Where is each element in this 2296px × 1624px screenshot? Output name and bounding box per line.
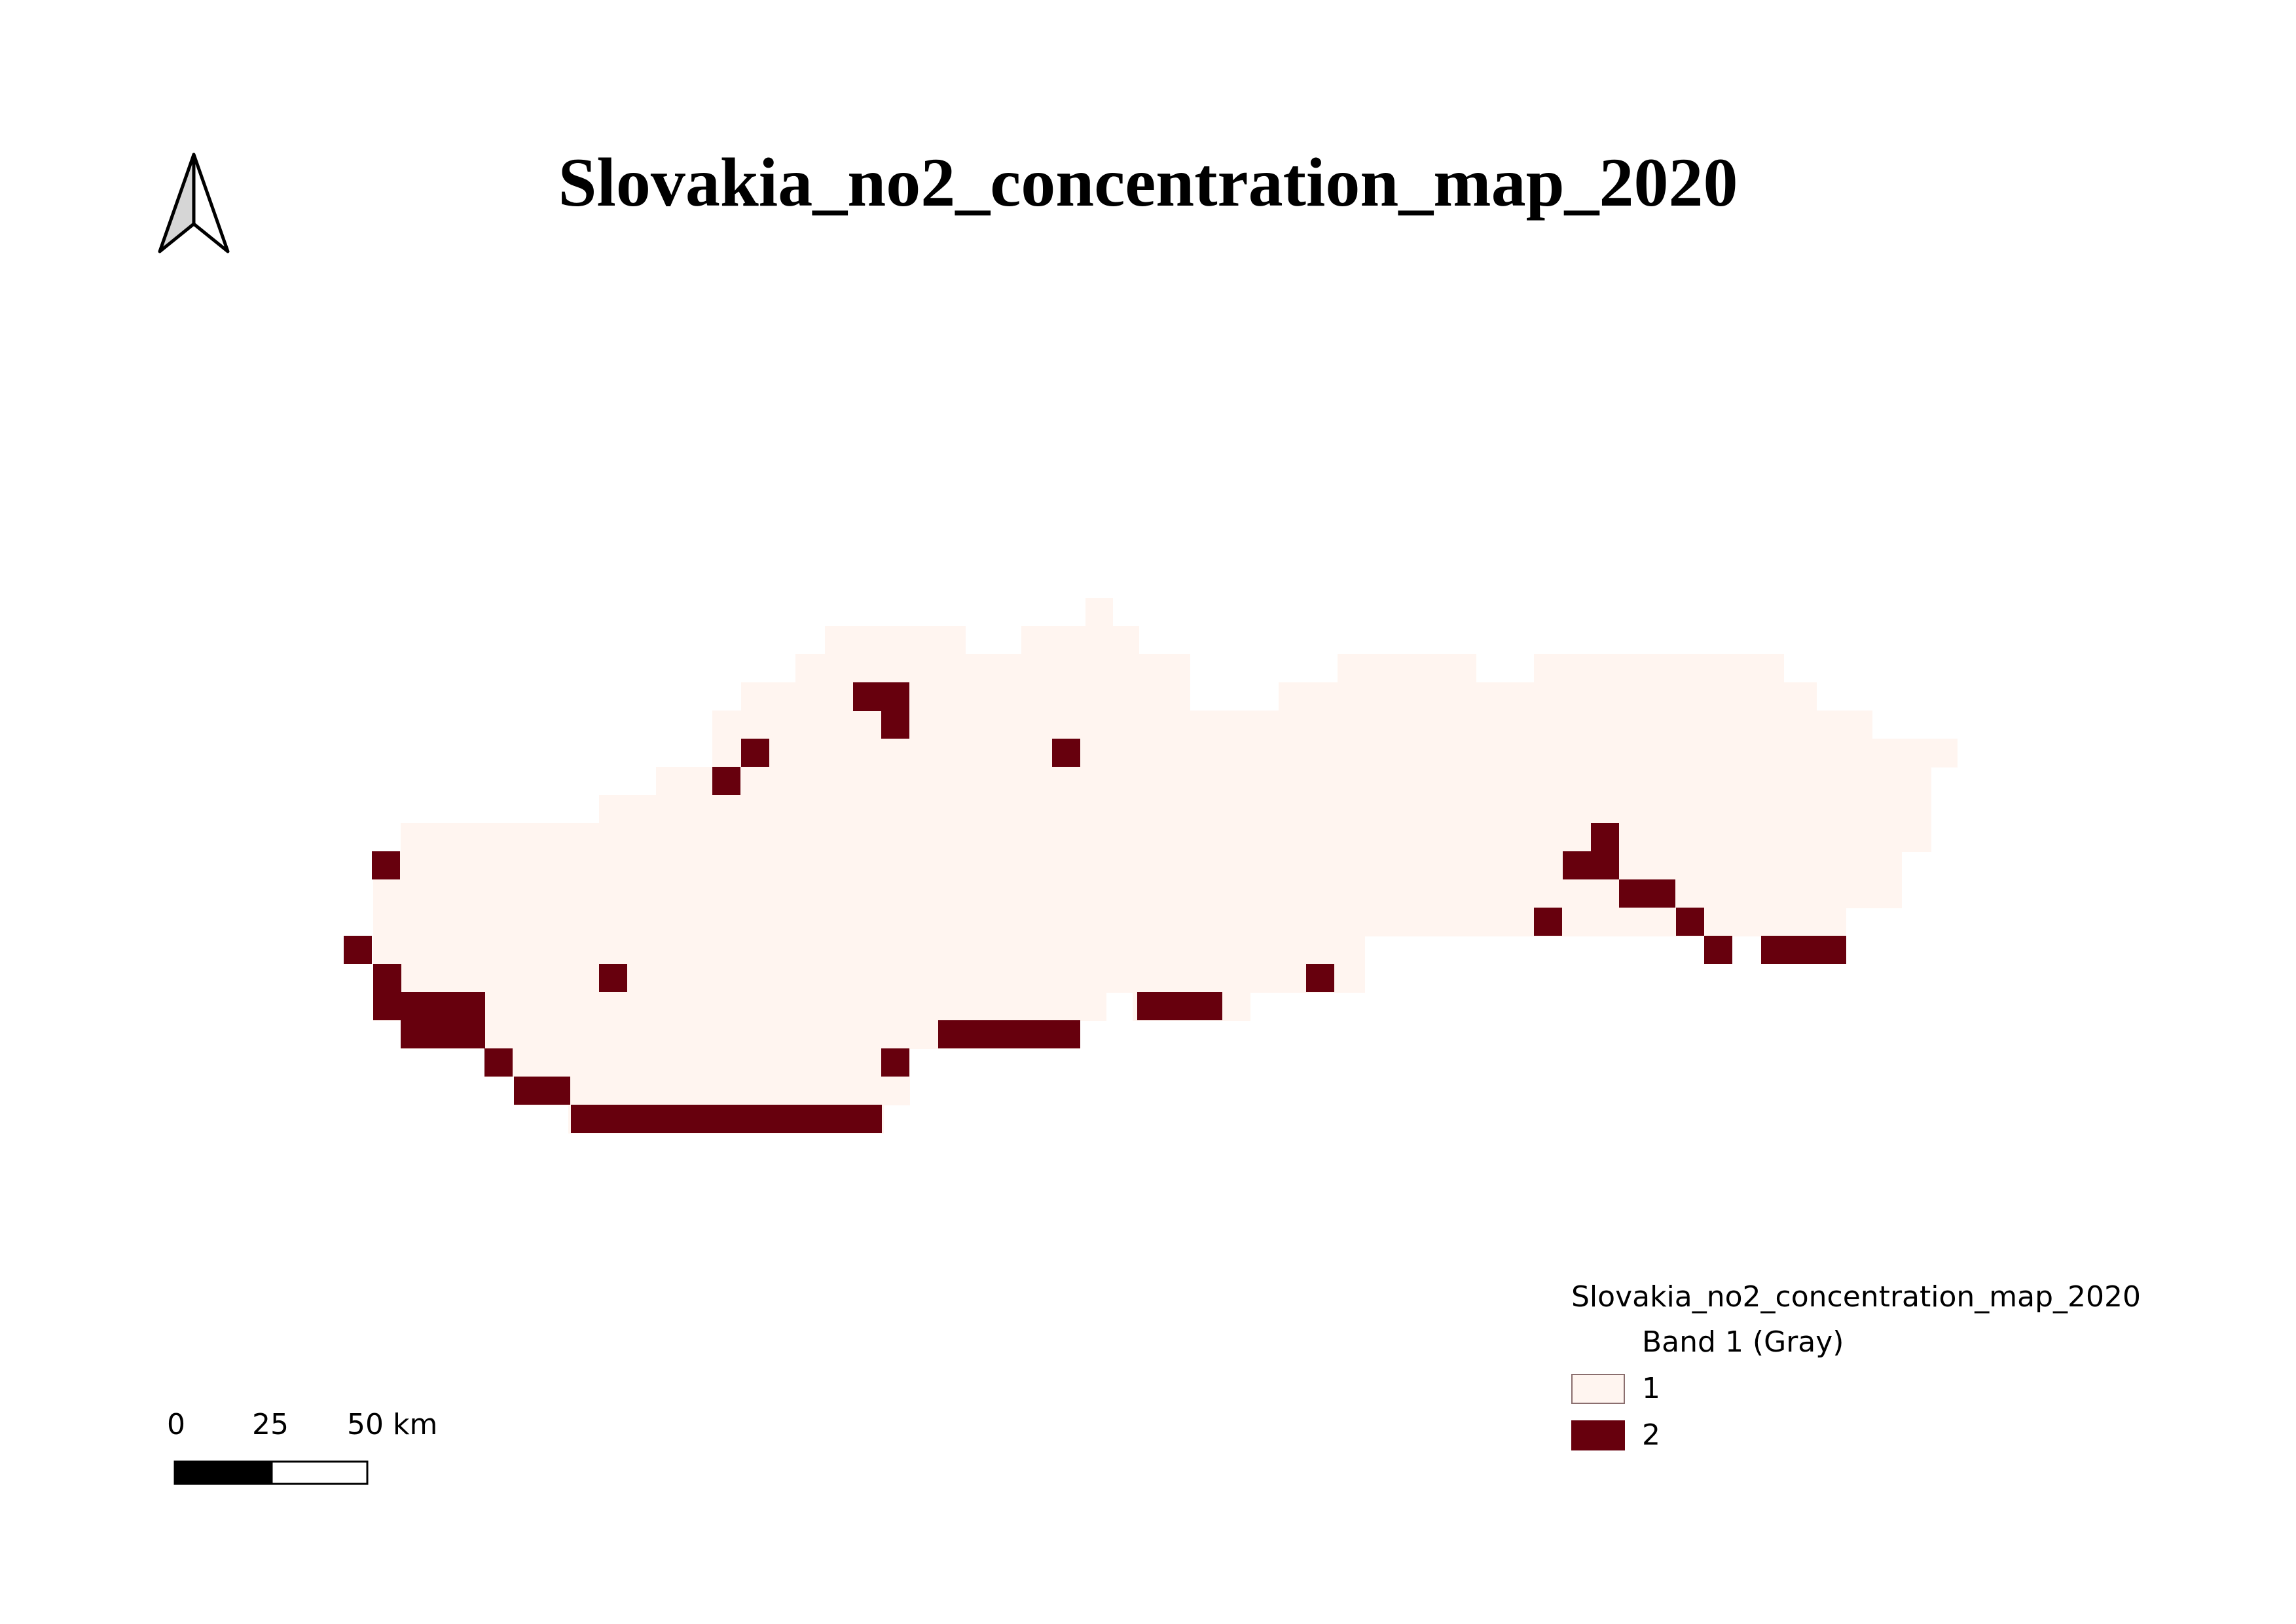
raster-cell-class-1 bbox=[1085, 598, 1113, 627]
raster-cell-class-2 bbox=[1306, 964, 1334, 992]
raster-cell-class-2 bbox=[599, 964, 627, 992]
raster-cell-class-2 bbox=[344, 936, 372, 964]
raster-cell-class-2 bbox=[1591, 823, 1619, 851]
raster-cell-class-1 bbox=[741, 682, 1190, 711]
raster-cell-class-2 bbox=[571, 1105, 882, 1133]
raster-cell-class-1 bbox=[514, 1077, 910, 1105]
raster-cell-class-1 bbox=[712, 739, 1958, 767]
legend-label-2: 2 bbox=[1642, 1418, 1660, 1452]
legend-title: Slovakia_no2_concentration_map_2020 bbox=[1571, 1280, 2141, 1314]
north-arrow-icon bbox=[155, 152, 233, 257]
no2-raster-layer bbox=[344, 598, 1958, 1134]
raster-cell-class-1 bbox=[401, 823, 1931, 852]
raster-cell-class-2 bbox=[1563, 851, 1619, 879]
raster-cell-class-1 bbox=[795, 654, 1190, 683]
raster-cell-class-2 bbox=[1704, 936, 1732, 964]
scale-label-0: 0 bbox=[167, 1408, 185, 1441]
legend-band-label: Band 1 (Gray) bbox=[1642, 1325, 1844, 1359]
raster-cell-class-2 bbox=[1619, 879, 1675, 908]
raster-cell-class-2 bbox=[881, 710, 909, 739]
raster-cell-class-1 bbox=[656, 767, 1931, 796]
raster-cell-class-1 bbox=[484, 1048, 910, 1077]
raster-cell-class-2 bbox=[1137, 992, 1222, 1020]
raster-cell-class-2 bbox=[881, 1048, 909, 1077]
raster-cell-class-2 bbox=[741, 739, 769, 767]
legend-item-1: 1 bbox=[1571, 1372, 2141, 1405]
scale-label-25: 25 bbox=[252, 1408, 289, 1441]
legend: Slovakia_no2_concentration_map_2020 Band… bbox=[1571, 1280, 2141, 1452]
raster-cell-class-1 bbox=[373, 851, 1902, 880]
raster-cell-class-1 bbox=[373, 964, 1365, 993]
scale-label-50: 50 km bbox=[347, 1408, 438, 1441]
raster-cell-class-1 bbox=[373, 936, 1365, 965]
legend-item-2: 2 bbox=[1571, 1418, 2141, 1452]
map-title: Slovakia_no2_concentration_map_2020 bbox=[558, 144, 1738, 221]
raster-cell-class-2 bbox=[1676, 908, 1704, 936]
raster-cell-class-2 bbox=[1534, 908, 1562, 936]
raster-cell-class-1 bbox=[373, 992, 1106, 1021]
raster-cell-class-1 bbox=[373, 908, 1846, 936]
raster-cell-class-2 bbox=[372, 851, 400, 879]
raster-cell-class-1 bbox=[1021, 626, 1139, 655]
raster-cell-class-2 bbox=[938, 1020, 1080, 1048]
legend-swatch-2 bbox=[1571, 1420, 1625, 1450]
raster-cell-class-1 bbox=[599, 795, 1931, 824]
raster-cell-class-2 bbox=[853, 682, 909, 711]
raster-cell-class-2 bbox=[401, 1020, 485, 1048]
raster-cell-class-2 bbox=[712, 767, 740, 795]
raster-cell-class-2 bbox=[484, 1048, 513, 1077]
raster-cell-class-1 bbox=[1279, 682, 1817, 711]
raster-cell-class-1 bbox=[1338, 654, 1476, 683]
scale-bar-graphic bbox=[173, 1460, 369, 1485]
raster-cell-class-2 bbox=[373, 964, 401, 992]
raster-cell-class-1 bbox=[825, 626, 966, 655]
raster-cell-class-2 bbox=[514, 1077, 570, 1105]
raster-cell-class-2 bbox=[1761, 936, 1846, 964]
legend-label-1: 1 bbox=[1642, 1372, 1660, 1405]
raster-cell-class-2 bbox=[373, 992, 485, 1020]
raster-cell-class-2 bbox=[1052, 739, 1080, 767]
raster-cell-class-1 bbox=[1534, 654, 1784, 683]
legend-swatch-1 bbox=[1571, 1373, 1625, 1404]
